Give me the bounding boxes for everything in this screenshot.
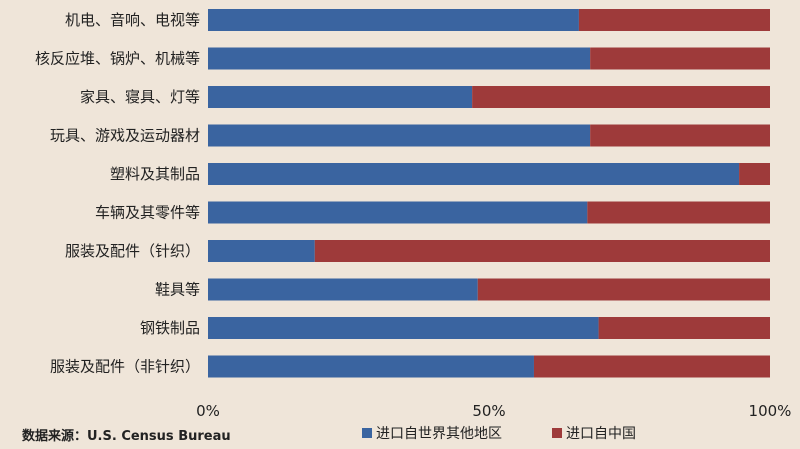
legend-label-china: 进口自中国 [566, 426, 636, 442]
legend-swatch-other-regions [362, 428, 372, 438]
bars-layer [208, 9, 770, 378]
legend-swatch-china [552, 428, 562, 438]
category-label: 车辆及其零件等 [95, 204, 200, 222]
bar-segment-other-regions-2 [208, 86, 473, 108]
legend: 进口自世界其他地区 进口自中国 [362, 426, 636, 442]
bar-segment-other-regions-5 [208, 201, 588, 224]
bar-segment-china-9 [533, 355, 770, 378]
category-label: 核反应堆、锅炉、机械等 [35, 50, 200, 68]
bar-segment-china-7 [477, 278, 770, 301]
bar-segment-china-8 [598, 317, 770, 339]
category-label: 玩具、游戏及运动器材 [50, 127, 200, 145]
bar-segment-other-regions-0 [208, 9, 579, 31]
bar-segment-china-0 [578, 9, 770, 31]
bar-segment-china-3 [590, 124, 770, 147]
x-tick-label: 100% [749, 402, 792, 420]
bar-segment-other-regions-7 [208, 278, 478, 301]
bar-segment-china-2 [472, 86, 770, 108]
bar-segment-china-1 [590, 47, 770, 70]
category-label: 塑料及其制品 [110, 165, 200, 183]
x-tick-label: 0% [196, 402, 220, 420]
bar-segment-other-regions-6 [208, 240, 315, 262]
category-labels: 机电、音响、电视等核反应堆、锅炉、机械等家具、寝具、灯等玩具、游戏及运动器材塑料… [35, 11, 200, 376]
category-label: 机电、音响、电视等 [65, 11, 200, 29]
bar-segment-china-5 [587, 201, 770, 224]
bar-segment-other-regions-1 [208, 47, 591, 70]
category-label: 服装及配件（针织） [65, 242, 200, 260]
bar-segment-china-6 [314, 240, 770, 262]
category-label: 服装及配件（非针织） [50, 358, 200, 376]
x-tick-label: 50% [472, 402, 505, 420]
bar-segment-other-regions-3 [208, 124, 591, 147]
x-axis-ticks: 0% 50% 100% [196, 402, 791, 420]
bar-segment-other-regions-9 [208, 355, 534, 378]
category-label: 钢铁制品 [140, 319, 200, 337]
bar-segment-china-4 [739, 163, 770, 185]
source-note: 数据来源：U.S. Census Bureau [22, 428, 231, 444]
category-label: 鞋具等 [155, 281, 200, 299]
legend-label-other-regions: 进口自世界其他地区 [376, 426, 502, 442]
bar-segment-other-regions-4 [208, 163, 740, 185]
category-label: 家具、寝具、灯等 [80, 88, 200, 106]
bar-segment-other-regions-8 [208, 317, 599, 339]
